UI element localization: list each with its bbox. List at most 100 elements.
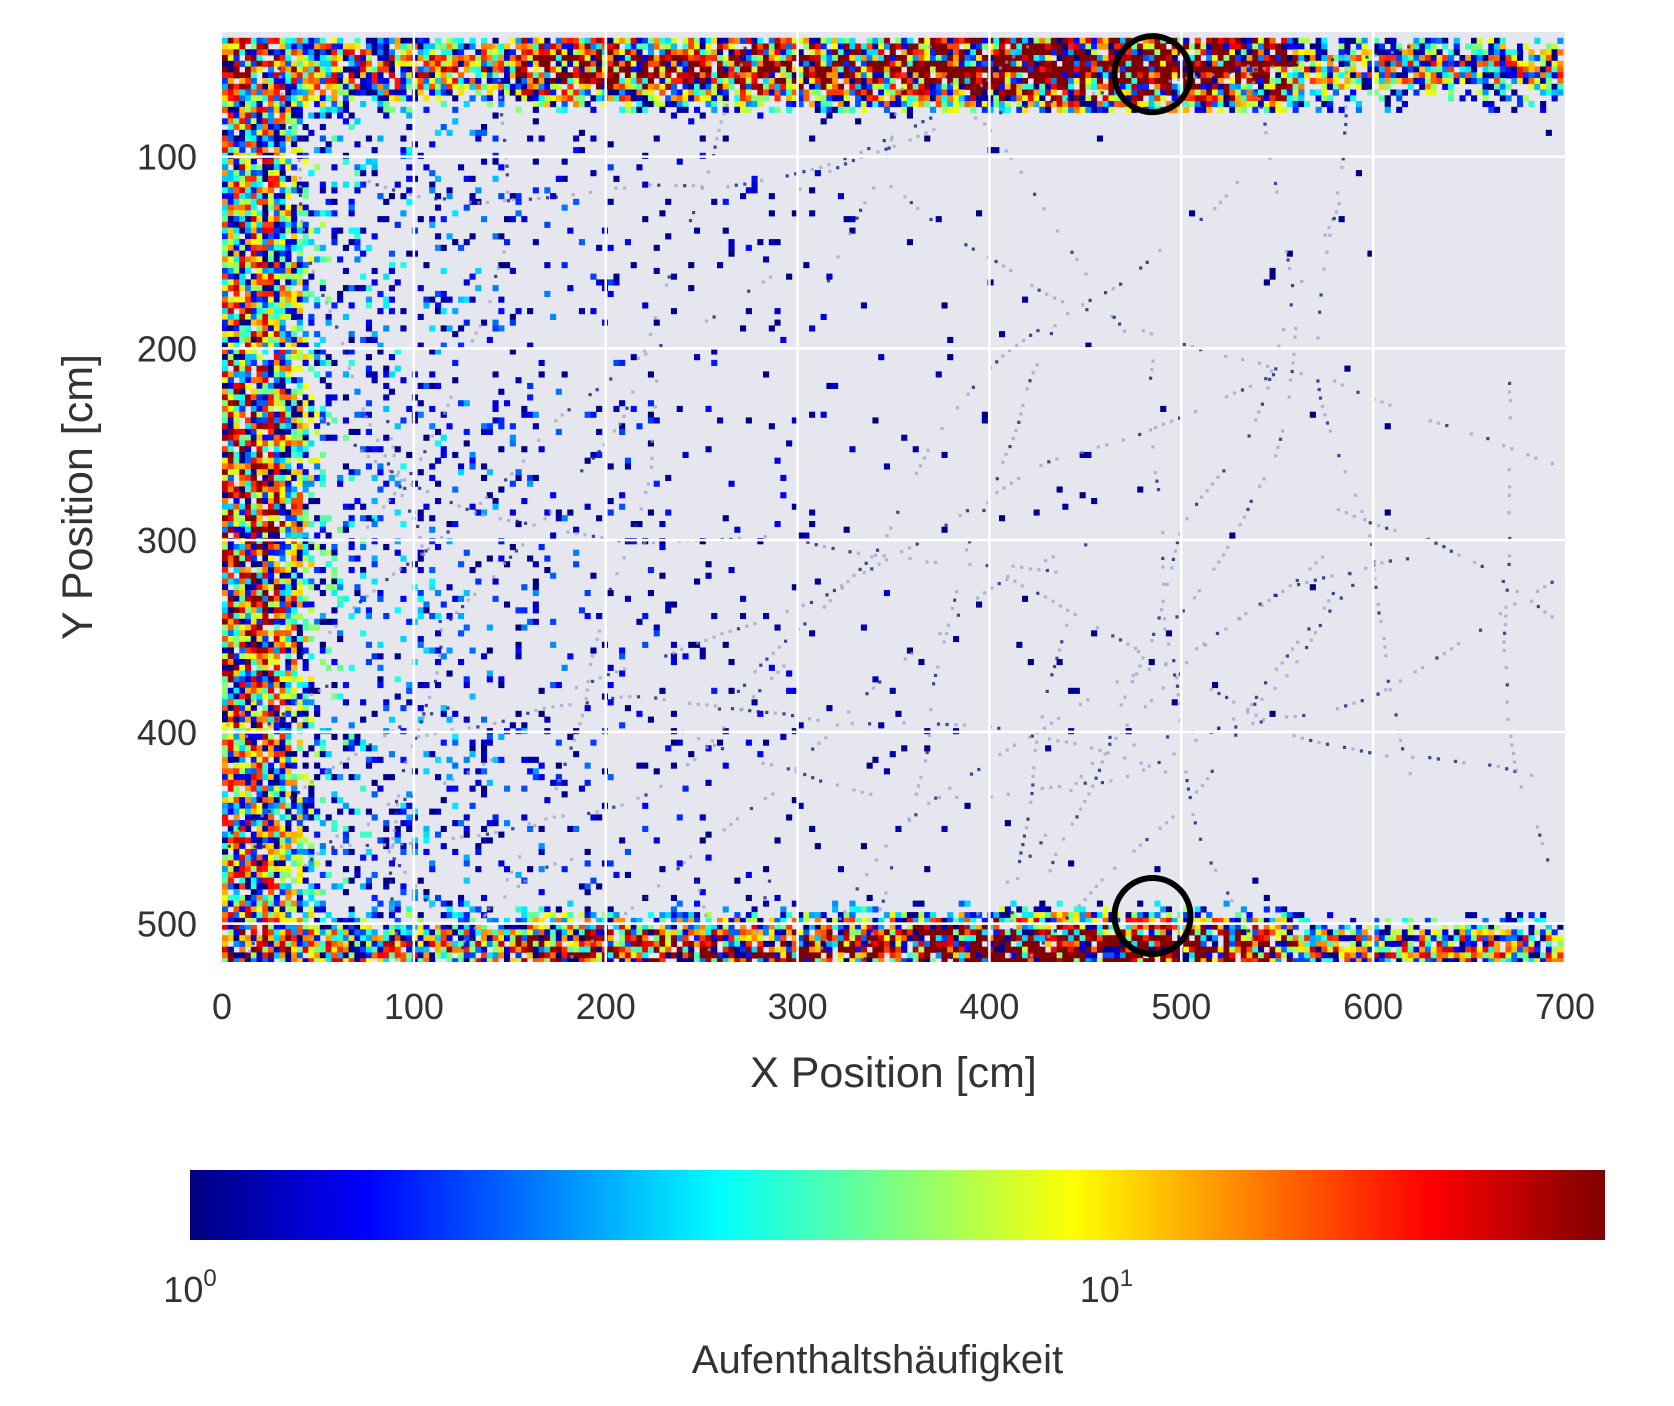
heatmap-cell <box>1062 101 1069 108</box>
heatmap-cell <box>250 279 257 286</box>
heatmap-cell <box>774 624 781 631</box>
heatmap-cell <box>296 423 303 430</box>
heatmap-cell <box>342 101 349 108</box>
heatmap-cell <box>498 83 505 90</box>
heatmap-cell <box>630 66 637 73</box>
heatmap-cell <box>239 469 246 476</box>
heatmap-cell <box>429 567 436 574</box>
heatmap-cell <box>325 78 332 85</box>
heatmap-cell <box>233 60 240 67</box>
heatmap-cell <box>268 544 275 551</box>
heatmap-cell <box>239 170 246 177</box>
heatmap-cell <box>273 124 280 131</box>
heatmap-cell <box>342 244 349 251</box>
heatmap-cell <box>728 83 735 90</box>
heatmap-cell <box>590 273 597 280</box>
heatmap-cell <box>296 37 303 44</box>
heatmap-cell <box>1482 95 1489 102</box>
heatmap-cell <box>256 417 263 424</box>
heatmap-cell <box>1148 66 1155 73</box>
heatmap-cell <box>1453 43 1460 50</box>
heatmap-cell <box>227 503 234 510</box>
heatmap-cell <box>250 578 257 585</box>
heatmap-cell <box>319 66 326 73</box>
heatmap-cell <box>383 55 390 62</box>
heatmap-cell <box>268 319 275 326</box>
heatmap-cell <box>371 95 378 102</box>
heatmap-cell <box>642 78 649 85</box>
heatmap-cell <box>262 400 269 407</box>
heatmap-cell <box>342 66 349 73</box>
heatmap-cell <box>1091 37 1098 44</box>
heatmap-cell <box>245 676 252 683</box>
heatmap-cell <box>233 354 240 361</box>
heatmap-cell <box>273 710 280 717</box>
heatmap-cell <box>239 106 246 113</box>
heatmap-cell <box>239 319 246 326</box>
heatmap-cell <box>262 440 269 447</box>
heatmap-cell <box>400 210 407 217</box>
heatmap-cell <box>1165 101 1172 108</box>
heatmap-cell <box>1165 66 1172 73</box>
heatmap-cell <box>837 49 844 56</box>
heatmap-cell <box>348 544 355 551</box>
heatmap-cell <box>993 37 1000 44</box>
heatmap-cell <box>906 95 913 102</box>
heatmap-cell <box>285 342 292 349</box>
heatmap-cell <box>912 55 919 62</box>
heatmap-cell <box>515 641 522 648</box>
heatmap-cell <box>1183 101 1190 108</box>
heatmap-cell <box>291 567 298 574</box>
heatmap-cell <box>469 693 476 700</box>
heatmap-cell <box>394 89 401 96</box>
heatmap-cell <box>360 336 367 343</box>
heatmap-cell <box>1350 60 1357 67</box>
heatmap-cell <box>279 296 286 303</box>
heatmap-cell <box>452 95 459 102</box>
heatmap-cell <box>1194 60 1201 67</box>
heatmap-cell <box>964 43 971 50</box>
heatmap-cell <box>607 72 614 79</box>
heatmap-cell <box>1079 95 1086 102</box>
heatmap-cell <box>607 37 614 44</box>
heatmap-cell <box>498 555 505 562</box>
heatmap-cell <box>302 503 309 510</box>
heatmap-cell <box>1160 405 1167 412</box>
heatmap-cell <box>1505 55 1512 62</box>
heatmap-cell <box>527 89 534 96</box>
heatmap-cell <box>1050 72 1057 79</box>
heatmap-cell <box>763 66 770 73</box>
heatmap-cell <box>446 521 453 528</box>
heatmap-cell <box>1534 66 1541 73</box>
heatmap-cell <box>319 106 326 113</box>
heatmap-cell <box>1269 710 1276 717</box>
heatmap-cell <box>717 43 724 50</box>
heatmap-cell <box>993 95 1000 102</box>
heatmap-cell <box>1465 43 1472 50</box>
heatmap-cell <box>757 239 764 246</box>
heatmap-cell <box>256 210 263 217</box>
heatmap-cell <box>296 492 303 499</box>
heatmap-cell <box>1096 43 1103 50</box>
heatmap-cell <box>849 83 856 90</box>
heatmap-cell <box>1108 60 1115 67</box>
heatmap-cell <box>498 296 505 303</box>
heatmap-cell <box>1269 106 1276 113</box>
heatmap-cell <box>239 486 246 493</box>
heatmap-cell <box>331 659 338 666</box>
heatmap-cell <box>624 43 631 50</box>
heatmap-cell <box>337 630 344 637</box>
heatmap-cell <box>250 428 257 435</box>
heatmap-cell <box>596 89 603 96</box>
heatmap-cell <box>406 187 413 194</box>
heatmap-cell <box>1200 78 1207 85</box>
heatmap-cell <box>1073 78 1080 85</box>
heatmap-cell <box>360 285 367 292</box>
heatmap-cell <box>325 147 332 154</box>
heatmap-cell <box>481 474 488 481</box>
heatmap-cell <box>314 101 321 108</box>
heatmap-cell <box>308 687 315 694</box>
heatmap-cell <box>342 181 349 188</box>
heatmap-cell <box>371 498 378 505</box>
heatmap-cell <box>250 457 257 464</box>
